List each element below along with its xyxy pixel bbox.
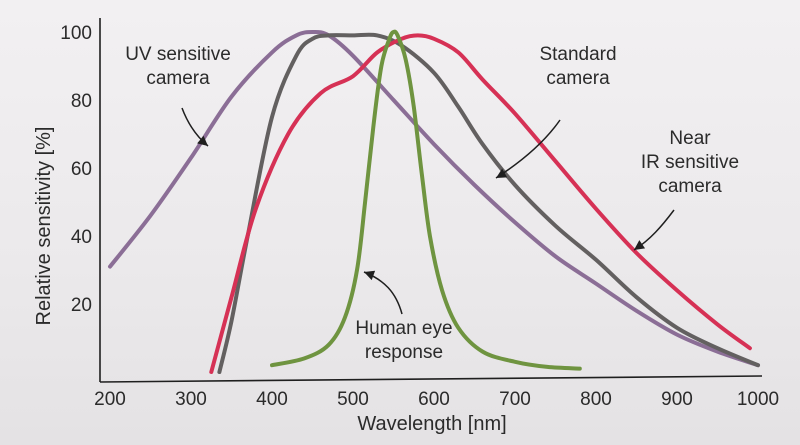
series-lines [108,29,760,374]
x-tick-label: 800 [580,389,612,410]
annotation-line: Near [669,128,711,149]
y-tick-label: 20 [71,295,92,316]
x-tick-label: 300 [175,389,207,410]
x-tick-label: 700 [499,389,531,410]
series-line-near-ir-sensitive-camera [209,33,752,374]
y-tick-label: 100 [60,23,92,44]
y-tick-label: 80 [71,91,92,112]
arrow-head [634,240,646,250]
tick-labels: 200 300 400 500 600 700 800 900 1000 20 40 60 80 100 [60,23,779,410]
arrow-head [364,270,376,281]
x-tick-label: 200 [94,389,126,410]
annotation-arrow [363,271,403,315]
annotation-line: IR sensitive [641,152,739,173]
annotation-line: Standard [539,44,616,65]
annotation-arrows [181,107,675,315]
arrow-head [197,135,208,146]
series-line-human-eye-response [270,29,582,371]
arrow-head-shape [197,135,208,146]
x-tick-label: 500 [337,389,369,410]
x-tick-label: 400 [256,389,288,410]
annotation-line: Human eye [355,318,452,339]
y-tick-label: 60 [71,159,92,180]
arrow-head-shape [496,168,508,178]
arrow-head-shape [634,240,646,250]
annotation-near-ir-sensitive-camera: Near IR sensitive camera [641,128,739,197]
x-tick-label: 600 [418,389,450,410]
x-axis-line [99,375,763,383]
x-axis-title: Wavelength [nm] [357,413,506,435]
annotation-uv-sensitive-camera: UV sensitive camera [125,44,231,89]
axes [99,18,763,383]
x-tick-label: 1000 [737,389,779,410]
annotations: UV sensitive camera Standard camera Near IR s… [125,44,739,363]
annotation-human-eye-response: Human eye response [355,318,452,363]
annotation-line: camera [146,68,210,89]
annotation-standard-camera: Standard camera [539,44,616,89]
arrow-head [496,168,508,178]
annotation-line: camera [658,176,722,197]
arrow-head-shape [364,270,376,281]
annotation-line: UV sensitive [125,44,231,65]
y-axis-title: Relative sensitivity [%] [33,127,55,326]
y-tick-label: 40 [71,227,92,248]
x-tick-label: 900 [661,389,693,410]
annotation-line: response [365,342,443,363]
annotation-line: camera [546,68,610,89]
series-line-uv-sensitive-camera [108,29,760,368]
